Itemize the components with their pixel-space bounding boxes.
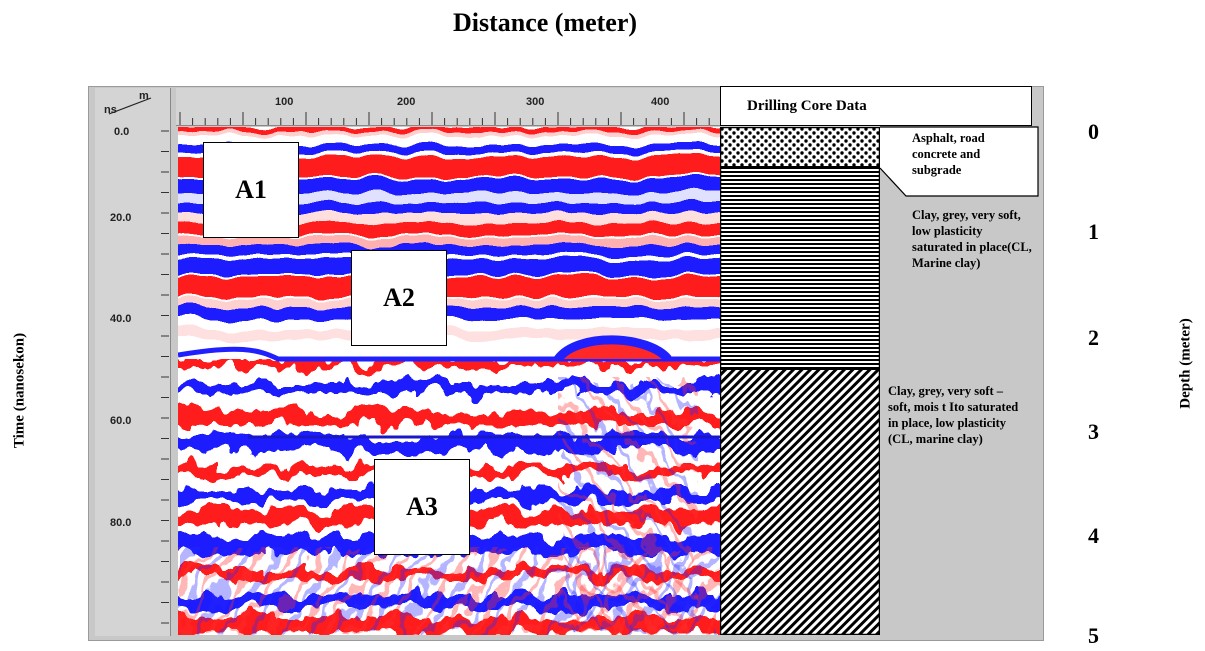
callout-a2: A2 xyxy=(351,250,447,346)
x-tick-label: 200 xyxy=(397,96,416,108)
y-tick-label: 40.0 xyxy=(110,313,132,325)
y-axis-ticks xyxy=(161,130,169,624)
y-tick-label: 20.0 xyxy=(110,212,132,224)
depth-label: 5 xyxy=(1088,623,1099,648)
distance-axis-panel xyxy=(176,88,721,126)
y-axis-label-left: Time (nanosekon) xyxy=(11,332,28,449)
y-axis-label-right: Depth (meter) xyxy=(1177,318,1194,409)
callout-a3: A3 xyxy=(374,459,470,555)
x-tick-label: 400 xyxy=(651,96,670,108)
layer-description: Clay, grey, very soft, low plasticity sa… xyxy=(912,208,1032,270)
unit-marker-top: m xyxy=(139,90,149,102)
layer-clay-lower xyxy=(720,369,880,635)
depth-label: 4 xyxy=(1088,523,1099,548)
layer-asphalt xyxy=(720,127,880,167)
callout-a1: A1 xyxy=(203,142,299,238)
layer-1-callout-box xyxy=(880,126,1039,197)
x-axis-ticks xyxy=(179,112,710,125)
core-data-header: Drilling Core Data xyxy=(720,86,1032,126)
x-tick-label: 300 xyxy=(526,96,545,108)
y-tick-label: 0.0 xyxy=(114,126,130,138)
layer-description: Clay, grey, very soft – soft, mois t Ito… xyxy=(888,384,1019,446)
depth-label: 3 xyxy=(1088,419,1099,444)
layer-description: Asphalt, road concrete and subgrade xyxy=(912,131,985,177)
drilling-core-column xyxy=(720,127,880,635)
x-tick-label: 100 xyxy=(275,96,294,108)
depth-label: 2 xyxy=(1088,325,1099,350)
depth-label: 1 xyxy=(1088,219,1099,244)
time-axis-panel xyxy=(95,88,171,636)
unit-marker-bottom: ns xyxy=(104,104,117,116)
unit-marker-icon xyxy=(108,97,152,115)
layer-clay-upper xyxy=(720,167,880,369)
depth-label: 0 xyxy=(1088,119,1099,144)
chart-title: Distance (meter) xyxy=(452,8,638,37)
y-tick-label: 60.0 xyxy=(110,415,132,427)
y-tick-label: 80.0 xyxy=(110,517,132,529)
